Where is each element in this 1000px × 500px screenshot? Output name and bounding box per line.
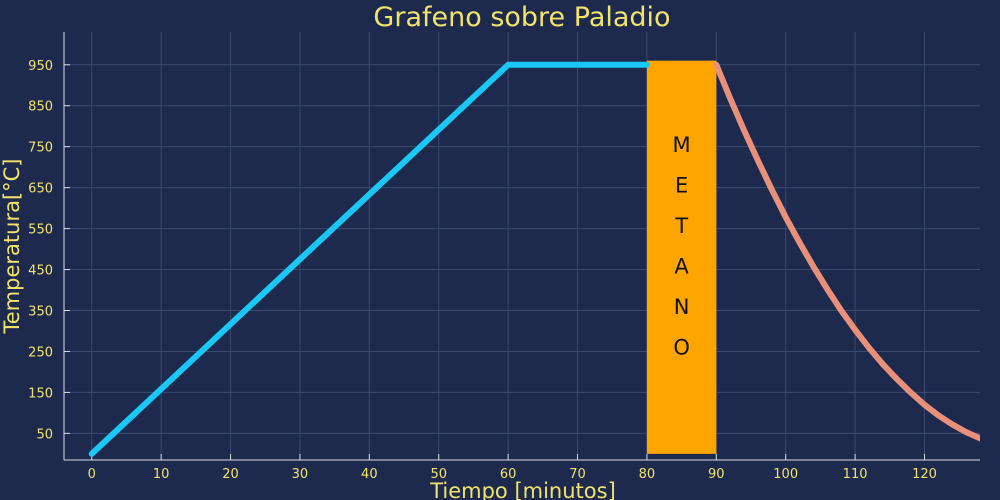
y-tick-label: 250 [28,345,53,360]
y-tick-label: 950 [28,59,53,74]
y-axis-label: Temperatura[°C] [0,159,24,335]
grid [64,32,980,460]
x-tick-label: 0 [88,467,96,482]
y-tick-label: 150 [28,386,53,401]
x-tick-label: 30 [292,467,309,482]
x-tick-label: 90 [708,467,725,482]
band-letter: T [674,214,688,238]
band-letter: O [673,336,690,360]
x-tick-label: 50 [430,467,447,482]
series-line-2 [713,61,980,442]
y-tick-label: 650 [28,182,53,197]
x-tick-label: 80 [639,467,656,482]
band-letter: A [674,255,689,279]
y-tick-label: 450 [28,264,53,279]
chart-title: Grafeno sobre Paladio [373,2,670,33]
x-tick-label: 40 [361,467,378,482]
x-tick-label: 10 [153,467,170,482]
axes [63,32,980,461]
x-tick-label: 120 [912,467,937,482]
y-tick-label: 850 [28,100,53,115]
x-tick-label: 60 [500,467,517,482]
band-letter: E [675,174,688,198]
y-tick-label: 750 [28,141,53,156]
metano-band-rect [646,60,717,454]
y-tick-label: 350 [28,305,53,320]
band-letter: M [673,133,691,157]
x-tick-label: 110 [843,467,868,482]
x-tick-label: 20 [222,467,239,482]
band-letter: N [674,295,690,319]
y-tick-label: 550 [28,223,53,238]
x-tick-label: 100 [773,467,798,482]
ticks: 0 10 20 30 40 50 60 70 80 90 100 110 120 50 150 250 350 4… [28,59,937,482]
series-group [88,61,980,457]
y-tick-label: 50 [36,427,53,442]
x-axis-label: Tiempo [minutos] [429,479,616,500]
series-line-1 [88,61,650,457]
x-tick-label: 70 [569,467,586,482]
